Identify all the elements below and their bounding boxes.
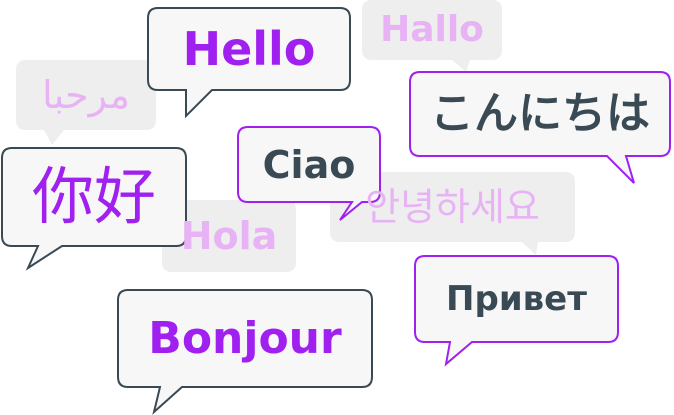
- bubble-konnichiwa: [409, 71, 671, 184]
- bubble-ciao: [237, 126, 381, 221]
- bubble-privet: [414, 255, 619, 367]
- bubble-bonjour: [117, 289, 373, 415]
- greeting-hola: Hola: [180, 214, 278, 258]
- greeting-annyeong: 안녕하세요: [365, 185, 540, 229]
- greeting-ciao: Ciao: [262, 142, 356, 187]
- bubble-hallo: [362, 0, 502, 72]
- bubble-nihao: [1, 147, 187, 271]
- greeting-konnichiwa: こんにちは: [430, 88, 650, 139]
- greeting-privet: Привет: [446, 279, 587, 319]
- greeting-hello: Hello: [182, 22, 316, 76]
- bubble-annyeong: [330, 172, 575, 255]
- bubble-hola: [162, 200, 296, 272]
- greeting-hallo: Hallo: [380, 9, 484, 50]
- greeting-nihao: 你好: [31, 160, 156, 233]
- greeting-bonjour: Bonjour: [148, 312, 342, 364]
- bubble-hello: [147, 7, 351, 119]
- greeting-marhaba: مرحبا: [42, 73, 130, 117]
- bubble-marhaba: [16, 60, 156, 145]
